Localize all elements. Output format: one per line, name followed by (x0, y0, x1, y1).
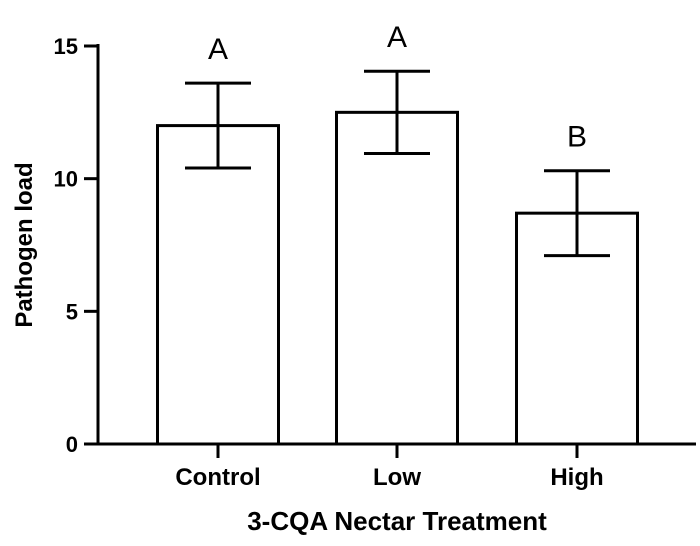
y-axis-label: Pathogen load (11, 162, 38, 327)
y-tick-label: 5 (66, 299, 78, 324)
bars: A A B (156, 21, 639, 446)
bar-control (156, 124, 280, 446)
significance-letter: A (208, 33, 228, 66)
x-axis-label: 3-CQA Nectar Treatment (247, 506, 547, 536)
significance-letter: A (387, 21, 407, 54)
x-tick-label: High (550, 464, 603, 491)
y-tick-label: 10 (54, 167, 78, 192)
significance-letter: B (567, 121, 587, 154)
x-tick-label: Low (373, 464, 421, 491)
y-tick-label: 15 (54, 34, 78, 59)
x-ticks: Control Low High (175, 444, 604, 491)
y-tick-label: 0 (66, 432, 78, 457)
x-tick-label: Control (175, 464, 260, 491)
y-ticks: 0 5 10 15 (54, 34, 98, 457)
bar-low (335, 110, 459, 446)
